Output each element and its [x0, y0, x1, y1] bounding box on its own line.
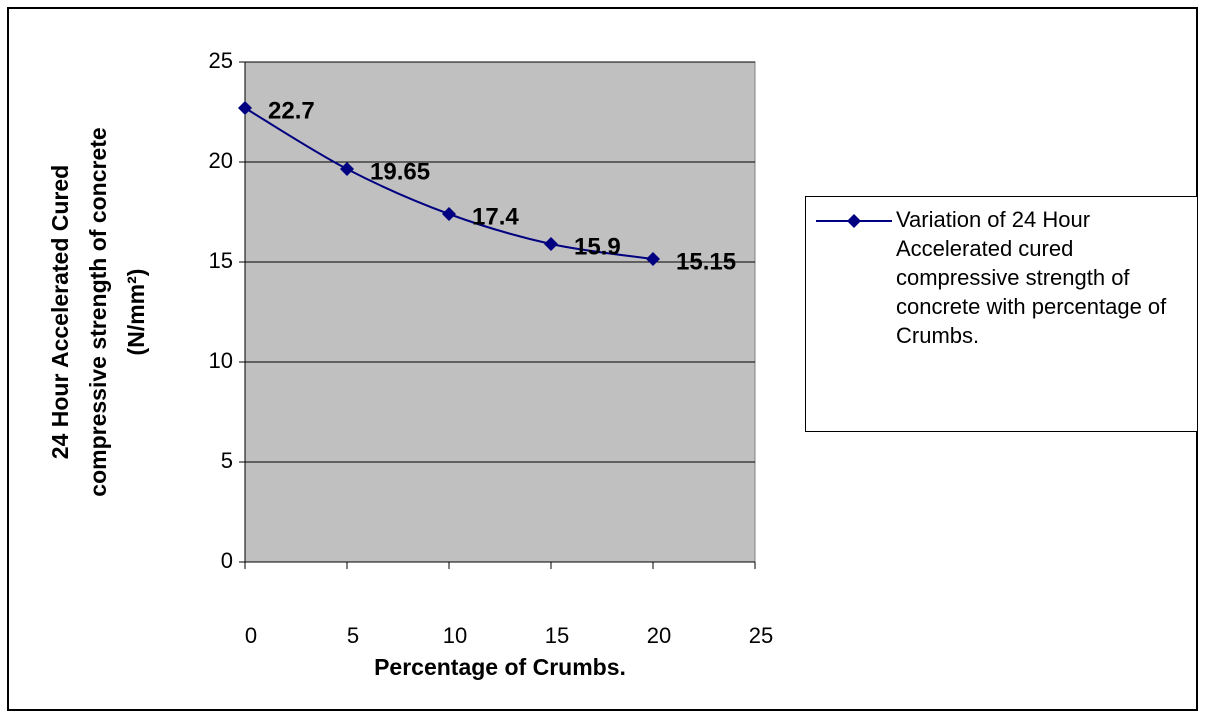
y-tick-label: 15 — [209, 248, 233, 273]
x-tick-label: 25 — [749, 623, 773, 648]
x-tick-label: 5 — [347, 623, 359, 648]
y-tick-label: 20 — [209, 148, 233, 173]
marker — [340, 162, 354, 176]
marker — [544, 237, 558, 251]
x-tick-label: 15 — [545, 623, 569, 648]
x-tick-label: 20 — [647, 623, 671, 648]
legend-marker — [847, 214, 861, 228]
plot-area — [244, 61, 756, 563]
legend-key — [816, 214, 892, 228]
legend-label: Variation of 24 Hour Accelerated cured c… — [896, 207, 1167, 348]
y-tick-label: 5 — [221, 448, 233, 473]
y-tick-label: 0 — [221, 548, 233, 573]
data-label: 15.9 — [574, 233, 621, 260]
y-tick-label: 10 — [209, 348, 233, 373]
marker — [238, 101, 252, 115]
data-label: 19.65 — [370, 158, 430, 185]
legend: Variation of 24 Hour Accelerated cured c… — [805, 196, 1198, 432]
y-tick-label: 25 — [209, 48, 233, 73]
y-axis-title-line: (N/mm²) — [123, 269, 149, 356]
marker — [646, 252, 660, 266]
y-axis-title-line: compressive strength of concrete — [85, 127, 111, 496]
y-axis-title-line: 24 Hour Accelerated Cured — [47, 165, 73, 459]
x-tick-label: 0 — [245, 623, 257, 648]
data-label: 17.4 — [472, 203, 519, 230]
data-label: 15.15 — [676, 248, 736, 275]
marker — [442, 207, 456, 221]
x-axis-title: Percentage of Crumbs. — [374, 654, 626, 680]
data-label: 22.7 — [268, 97, 315, 124]
y-axis-title: 24 Hour Accelerated Cured compressive st… — [47, 127, 149, 496]
x-tick-label: 10 — [443, 623, 467, 648]
